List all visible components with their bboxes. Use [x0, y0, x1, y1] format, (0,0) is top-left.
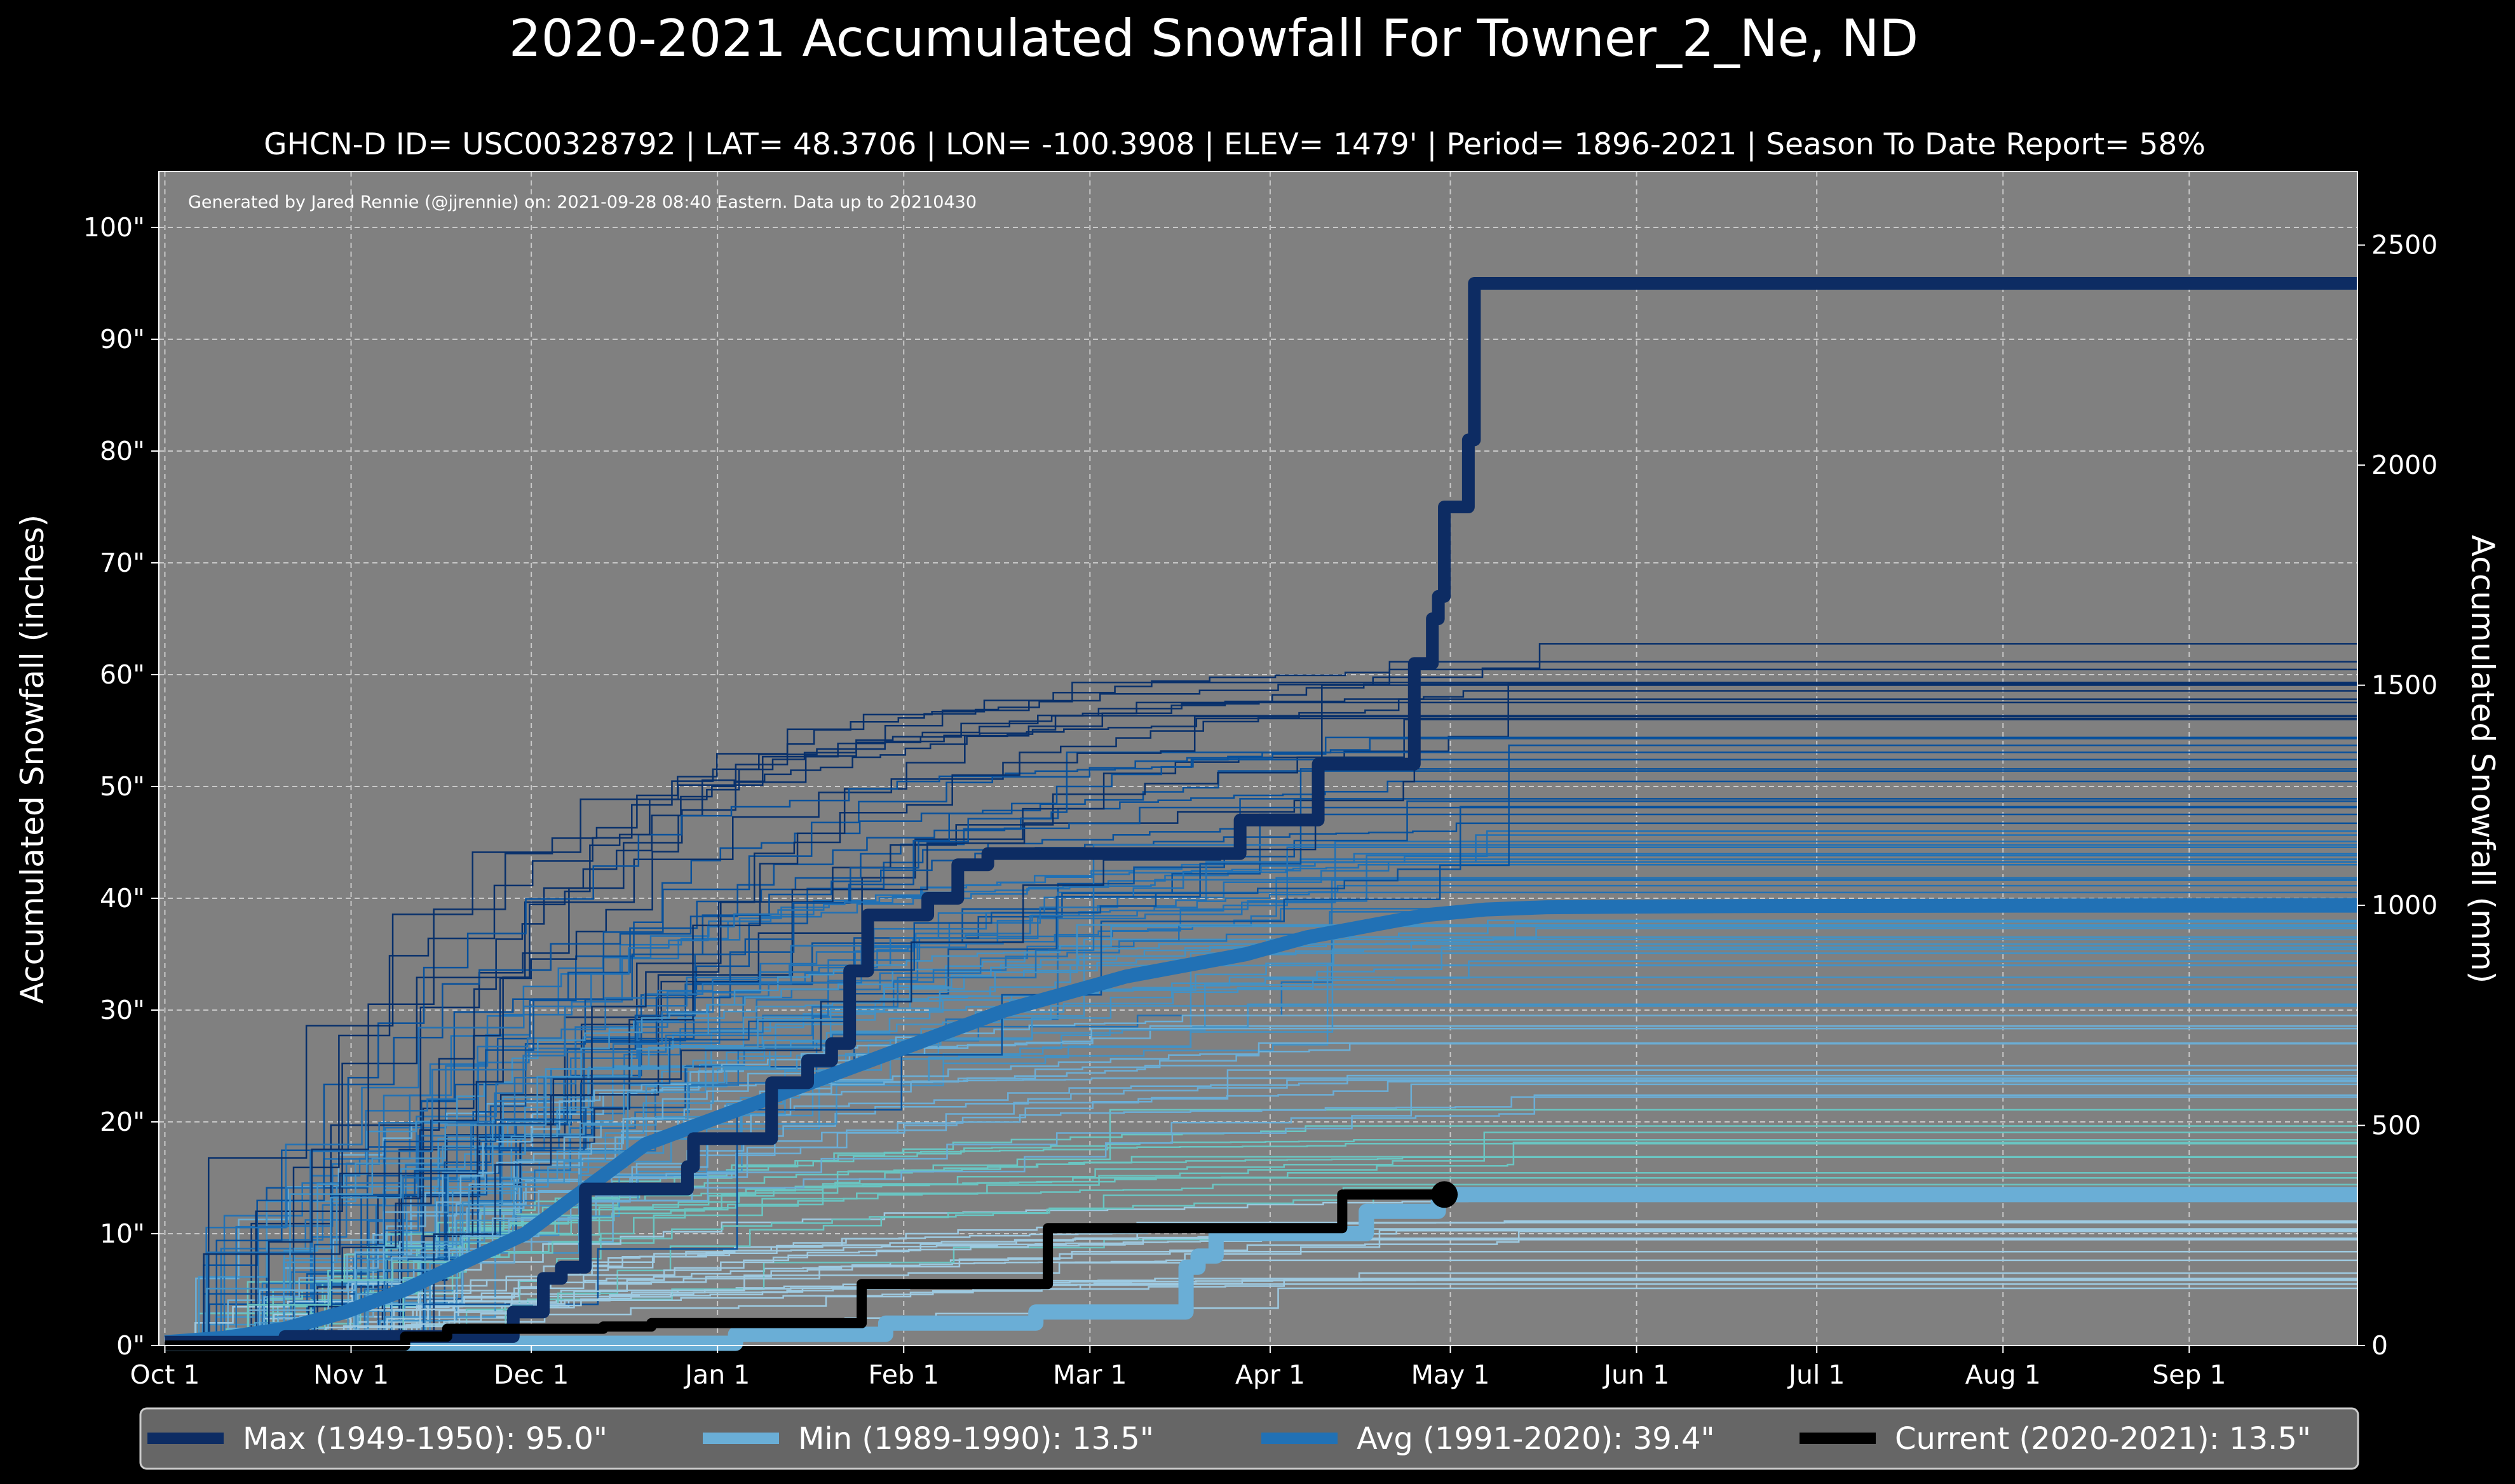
historical-season-line: [165, 780, 2357, 1347]
historical-season-line: [165, 1238, 2357, 1347]
historical-season-line: [165, 684, 2357, 1347]
y-tick-label: 30": [100, 995, 145, 1025]
historical-season-line: [165, 924, 2357, 1347]
historical-season-line: [165, 1184, 2357, 1347]
x-tick-label: Jan 1: [683, 1359, 750, 1390]
x-tick-label: Dec 1: [494, 1359, 569, 1390]
plot-frame: [158, 171, 2358, 1346]
historical-season-line: [165, 984, 2357, 1347]
historical-season-line: [165, 879, 2357, 1347]
credit-note: Generated by Jared Rennie (@jjrennie) on…: [188, 192, 977, 212]
historical-season-line: [165, 1027, 2357, 1347]
historical-season-line: [165, 854, 2357, 1347]
historical-season-line: [165, 717, 2357, 1347]
historical-season-line: [165, 1239, 2357, 1347]
historical-season-line: [165, 806, 2357, 1347]
series-line-min: [165, 1187, 2357, 1351]
historical-season-line: [165, 806, 2357, 1347]
historical-season-line: [165, 1131, 2357, 1347]
x-tick-label: Sep 1: [2152, 1359, 2226, 1390]
series-lines: [164, 277, 2358, 1351]
historical-season-line: [165, 960, 2357, 1347]
y-tick-label: 100": [83, 212, 145, 243]
y2-tick-label: 2000: [2371, 450, 2437, 480]
y2-tick-label: 2500: [2371, 230, 2437, 260]
historical-season-line: [165, 1222, 2357, 1347]
legend: Max (1949-1950): 95.0" Min (1989-1990): 1…: [139, 1407, 2359, 1470]
legend-label-max: Max (1949-1950): 95.0": [243, 1421, 607, 1457]
y-tick-label: 10": [100, 1218, 145, 1249]
legend-label-avg: Avg (1991-2020): 39.4": [1357, 1421, 1715, 1457]
historical-season-line: [165, 858, 2357, 1347]
x-tick-label: Jul 1: [1787, 1359, 1845, 1390]
series-line-current: [165, 1189, 1445, 1351]
historical-season-line: [165, 800, 2357, 1347]
historical-season-line: [165, 759, 2357, 1347]
legend-label-current: Current (2020-2021): 13.5": [1895, 1421, 2311, 1457]
historical-season-line: [165, 1231, 2357, 1347]
y-tick-label: 70": [100, 548, 145, 578]
x-tick-label: Apr 1: [1235, 1359, 1305, 1390]
y-tick-label: 90": [100, 324, 145, 354]
legend-box: [139, 1407, 2359, 1470]
historical-season-line: [165, 911, 2357, 1347]
historical-season-line: [165, 715, 2357, 1347]
historical-season-line: [165, 1077, 2357, 1347]
historical-season-line: [165, 863, 2357, 1347]
historical-season-line: [165, 701, 2357, 1347]
y-tick-label: 60": [100, 659, 145, 690]
x-tick-label: Oct 1: [130, 1359, 200, 1390]
x-tick-label: Mar 1: [1053, 1359, 1127, 1390]
historical-season-line: [165, 822, 2357, 1347]
x-tick-label: May 1: [1411, 1359, 1490, 1390]
y-axis-label-left: Accumulated Snowfall (inches): [14, 515, 51, 1004]
axes: 0" 10" 20" 30" 40" 50" 60" 70" 80" 90" 100" 0 500 100…: [83, 212, 2437, 1390]
historical-season-line: [165, 988, 2357, 1347]
historical-season-line: [165, 770, 2357, 1347]
y-tick-label: 80": [100, 436, 145, 466]
series-line-max: [165, 277, 2357, 1349]
y-tick-label: 20": [100, 1107, 145, 1137]
historical-season-line: [165, 877, 2357, 1347]
historical-season-line: [165, 948, 2357, 1347]
historical-season-line: [165, 1194, 2357, 1347]
x-tick-label: Jun 1: [1602, 1359, 1669, 1390]
historical-season-line: [165, 698, 2357, 1347]
x-tick-label: Aug 1: [1965, 1359, 2041, 1390]
x-tick-label: Nov 1: [313, 1359, 389, 1390]
historical-season-line: [165, 744, 2357, 1347]
historical-season-line: [165, 846, 2357, 1347]
legend-label-min: Min (1989-1990): 13.5": [798, 1421, 1154, 1457]
y-tick-label: 0": [116, 1330, 145, 1361]
historical-season-line: [165, 908, 2357, 1347]
y2-tick-label: 0: [2371, 1330, 2388, 1361]
historical-season-line: [165, 668, 2357, 1347]
chart-title: 2020-2021 Accumulated Snowfall For Towne…: [509, 9, 1918, 68]
historical-season-line: [165, 736, 2357, 1347]
chart-subtitle: GHCN-D ID= USC00328792 | LAT= 48.3706 | …: [264, 127, 2206, 162]
historical-season-line: [165, 643, 2357, 1347]
historical-season-line: [165, 976, 2357, 1347]
current-endpoint-marker: [1431, 1181, 1458, 1208]
historical-season-line: [165, 844, 2357, 1347]
historical-season-line: [165, 683, 2357, 1347]
historical-season-line: [165, 1065, 2357, 1347]
y-tick-label: 50": [100, 771, 145, 802]
y2-tick-label: 500: [2371, 1110, 2421, 1141]
historical-season-line: [165, 715, 2357, 1347]
historical-season-line: [165, 661, 2357, 1347]
historical-season-line: [165, 738, 2357, 1347]
series-line-avg: [164, 898, 2358, 1349]
y2-tick-label: 1000: [2371, 890, 2437, 921]
y-tick-label: 40": [100, 883, 145, 914]
x-tick-label: Feb 1: [868, 1359, 939, 1390]
historical-season-line: [165, 1094, 2357, 1347]
y2-tick-label: 1500: [2371, 670, 2437, 701]
y-axis-label-right: Accumulated Snowfall (mm): [2464, 535, 2501, 983]
